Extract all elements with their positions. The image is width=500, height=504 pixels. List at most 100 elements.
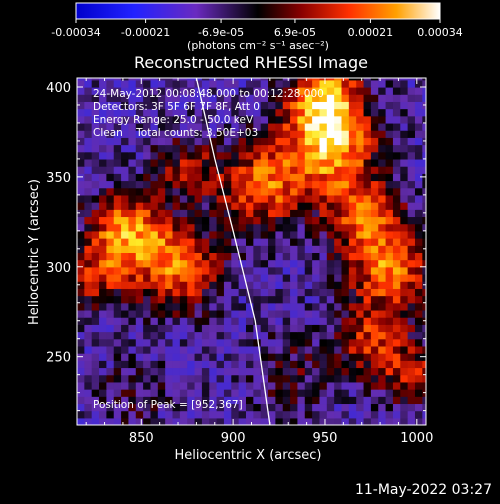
- heatmap-cell: [385, 216, 394, 225]
- heatmap-cell: [268, 166, 276, 174]
- heatmap-cell: [407, 115, 416, 124]
- heatmap-cell: [334, 108, 343, 117]
- heatmap-cell: [99, 281, 107, 289]
- heatmap-cell: [378, 360, 387, 369]
- heatmap-cell: [194, 187, 203, 196]
- heatmap-cell: [165, 396, 174, 405]
- heatmap-cell: [157, 302, 166, 311]
- heatmap-cell: [268, 273, 276, 282]
- heatmap-cell: [172, 281, 181, 289]
- heatmap-cell: [297, 417, 306, 425]
- heatmap-cell: [304, 410, 313, 419]
- heatmap-cell: [290, 137, 299, 146]
- annotation-detectors: Detectors: 3F 5F 6F 7F 8F, Att 0: [93, 101, 260, 113]
- heatmap-cell: [179, 166, 188, 174]
- heatmap-cell: [99, 151, 107, 160]
- heatmap-cell: [84, 288, 93, 297]
- heatmap-cell: [201, 367, 210, 376]
- heatmap-cell: [135, 367, 144, 376]
- heatmap-cell: [209, 281, 218, 289]
- heatmap-cell: [268, 245, 276, 253]
- heatmap-cell: [304, 166, 313, 174]
- heatmap-cell: [392, 202, 401, 210]
- heatmap-cell: [245, 79, 254, 88]
- heatmap-cell: [268, 353, 276, 361]
- heatmap-cell: [414, 396, 423, 405]
- heatmap-cell: [187, 202, 196, 210]
- heatmap-cell: [238, 309, 247, 318]
- heatmap-cell: [91, 94, 100, 102]
- heatmap-cell: [422, 86, 426, 95]
- heatmap-cell: [275, 180, 284, 189]
- heatmap-cell: [260, 166, 269, 174]
- heatmap-cell: [187, 216, 196, 225]
- heatmap-cell: [143, 78, 152, 81]
- heatmap-cell: [414, 223, 423, 232]
- heatmap-cell: [312, 317, 321, 325]
- heatmap-cell: [113, 209, 122, 218]
- heatmap-cell: [378, 245, 387, 253]
- heatmap-cell: [165, 137, 174, 146]
- heatmap-cell: [113, 151, 122, 160]
- heatmap-cell: [290, 381, 299, 390]
- heatmap-cell: [304, 266, 313, 275]
- heatmap-cell: [187, 194, 196, 203]
- heatmap-cell: [414, 79, 423, 88]
- heatmap-cell: [209, 79, 218, 88]
- heatmap-cell: [150, 194, 159, 203]
- heatmap-cell: [407, 259, 416, 268]
- heatmap-cell: [77, 158, 85, 167]
- heatmap-cell: [290, 309, 299, 318]
- heatmap-cell: [223, 331, 232, 340]
- heatmap-cell: [319, 410, 328, 419]
- heatmap-cell: [187, 410, 196, 419]
- heatmap-cell: [312, 374, 321, 383]
- heatmap-cell: [238, 281, 247, 289]
- heatmap-cell: [194, 194, 203, 203]
- heatmap-cell: [128, 101, 137, 110]
- heatmap-cell: [84, 245, 93, 253]
- heatmap-cell: [245, 238, 254, 246]
- heatmap-cell: [209, 381, 218, 390]
- heatmap-cell: [143, 130, 152, 138]
- heatmap-cell: [84, 122, 93, 131]
- heatmap-cell: [113, 173, 122, 182]
- heatmap-cell: [363, 252, 372, 261]
- heatmap-cell: [165, 122, 174, 131]
- heatmap-cell: [319, 259, 328, 268]
- heatmap-cell: [334, 288, 343, 297]
- heatmap-cell: [99, 216, 107, 225]
- heatmap-cell: [414, 302, 423, 311]
- heatmap-cell: [407, 78, 416, 81]
- heatmap-cell: [334, 389, 343, 397]
- heatmap-cell: [282, 173, 291, 182]
- heatmap-cell: [172, 86, 181, 95]
- heatmap-cell: [385, 223, 394, 232]
- heatmap-cell: [297, 295, 306, 304]
- heatmap-cell: [201, 288, 210, 297]
- heatmap-cell: [179, 309, 188, 318]
- heatmap-cell: [297, 252, 306, 261]
- heatmap-cell: [201, 194, 210, 203]
- heatmap-cell: [400, 266, 409, 275]
- heatmap-cell: [297, 281, 306, 289]
- heatmap-cell: [201, 324, 210, 333]
- heatmap-cell: [99, 345, 107, 354]
- heatmap-cell: [268, 396, 276, 405]
- heatmap-cell: [275, 288, 284, 297]
- heatmap-cell: [84, 389, 93, 397]
- heatmap-cell: [268, 252, 276, 261]
- heatmap-cell: [341, 158, 350, 167]
- heatmap-cell: [201, 331, 210, 340]
- heatmap-cell: [392, 266, 401, 275]
- heatmap-cell: [238, 94, 247, 102]
- heatmap-cell: [216, 381, 225, 390]
- heatmap-cell: [422, 166, 426, 174]
- heatmap-cell: [260, 144, 269, 153]
- heatmap-cell: [319, 238, 328, 246]
- heatmap-cell: [341, 367, 350, 376]
- heatmap-cell: [275, 309, 284, 318]
- heatmap-cell: [363, 345, 372, 354]
- heatmap-cell: [392, 302, 401, 311]
- heatmap-cell: [385, 79, 394, 88]
